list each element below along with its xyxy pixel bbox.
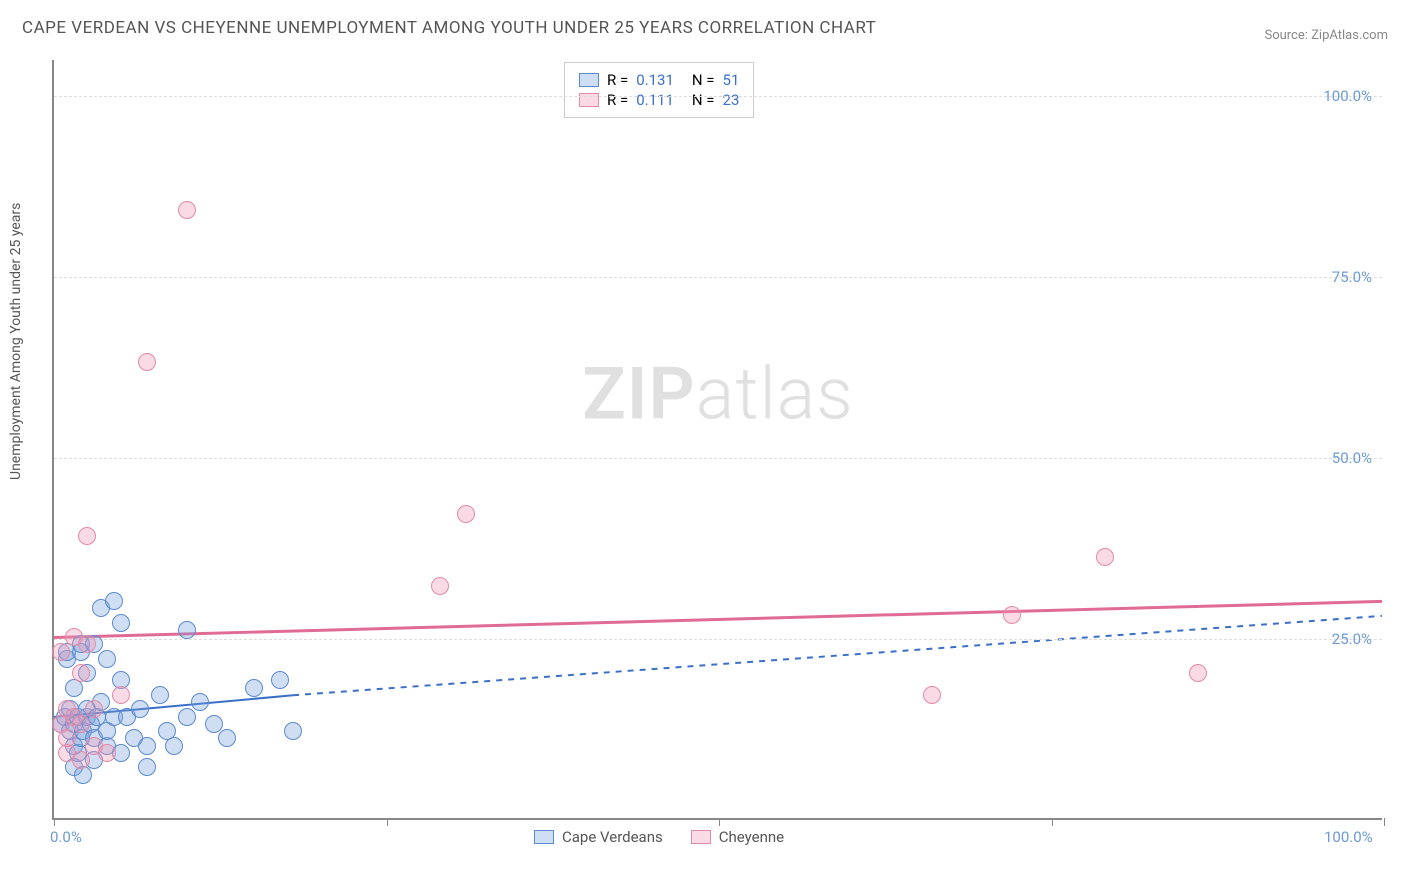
scatter-point	[431, 577, 449, 595]
scatter-point	[112, 686, 130, 704]
gridline	[54, 96, 1382, 97]
scatter-point	[1096, 548, 1114, 566]
x-tick-label: 100.0%	[1324, 828, 1373, 846]
scatter-point	[151, 686, 169, 704]
legend-label: Cape Verdeans	[562, 828, 663, 846]
scatter-point	[78, 635, 96, 653]
legend-item-cheyenne: Cheyenne	[691, 828, 784, 846]
trend-lines	[54, 60, 1382, 818]
scatter-point	[52, 643, 70, 661]
x-tick	[1052, 818, 1053, 826]
series-legend: Cape Verdeans Cheyenne	[534, 828, 784, 846]
r-value-2: 0.111	[636, 91, 674, 109]
scatter-point	[138, 737, 156, 755]
plot-area: ZIPatlas R = 0.131 N = 51 R = 0.111 N = …	[52, 60, 1382, 820]
y-tick-label: 25.0%	[1332, 630, 1372, 648]
x-tick	[1384, 818, 1385, 826]
y-tick-label: 75.0%	[1332, 268, 1372, 286]
watermark-rest: atlas	[696, 351, 854, 436]
chart-title: CAPE VERDEAN VS CHEYENNE UNEMPLOYMENT AM…	[22, 18, 876, 38]
legend-label: Cheyenne	[719, 828, 784, 846]
swatch-cheyenne	[579, 93, 599, 107]
scatter-point	[138, 353, 156, 371]
scatter-point	[178, 621, 196, 639]
source-label: Source: ZipAtlas.com	[1264, 28, 1388, 43]
y-tick-label: 50.0%	[1332, 449, 1372, 467]
scatter-point	[191, 693, 209, 711]
scatter-point	[457, 505, 475, 523]
swatch-cape-verdeans	[579, 73, 599, 87]
scatter-point	[138, 758, 156, 776]
x-tick	[719, 818, 720, 826]
r-value-1: 0.131	[636, 71, 674, 89]
n-value-1: 51	[723, 71, 740, 89]
n-value-2: 23	[723, 91, 740, 109]
legend-row-2: R = 0.111 N = 23	[579, 91, 739, 109]
scatter-point	[72, 715, 90, 733]
y-axis-label: Unemployment Among Youth under 25 years	[8, 203, 24, 480]
scatter-point	[112, 614, 130, 632]
correlation-legend: R = 0.131 N = 51 R = 0.111 N = 23	[564, 62, 754, 118]
scatter-point	[284, 722, 302, 740]
scatter-point	[78, 527, 96, 545]
watermark: ZIPatlas	[582, 351, 854, 436]
swatch-cheyenne	[691, 830, 711, 844]
n-label: N =	[692, 71, 715, 89]
scatter-point	[1189, 664, 1207, 682]
scatter-point	[245, 679, 263, 697]
scatter-point	[72, 751, 90, 769]
y-tick-label: 100.0%	[1323, 87, 1372, 105]
gridline	[54, 639, 1382, 640]
scatter-point	[178, 201, 196, 219]
scatter-point	[72, 664, 90, 682]
gridline	[54, 458, 1382, 459]
scatter-point	[98, 650, 116, 668]
scatter-point	[923, 686, 941, 704]
x-tick-label: 0.0%	[50, 828, 82, 846]
scatter-point	[85, 700, 103, 718]
scatter-point	[1003, 606, 1021, 624]
watermark-bold: ZIP	[582, 351, 695, 436]
scatter-point	[131, 700, 149, 718]
scatter-point	[58, 729, 76, 747]
scatter-point	[218, 729, 236, 747]
r-label: R =	[607, 71, 628, 89]
swatch-cape-verdeans	[534, 830, 554, 844]
gridline	[54, 277, 1382, 278]
scatter-point	[205, 715, 223, 733]
x-tick	[387, 818, 388, 826]
scatter-point	[105, 592, 123, 610]
n-label: N =	[692, 91, 715, 109]
scatter-point	[165, 737, 183, 755]
scatter-point	[178, 708, 196, 726]
scatter-point	[98, 744, 116, 762]
r-label: R =	[607, 91, 628, 109]
legend-item-cape-verdeans: Cape Verdeans	[534, 828, 663, 846]
scatter-point	[271, 671, 289, 689]
legend-row-1: R = 0.131 N = 51	[579, 71, 739, 89]
x-tick	[54, 818, 55, 826]
